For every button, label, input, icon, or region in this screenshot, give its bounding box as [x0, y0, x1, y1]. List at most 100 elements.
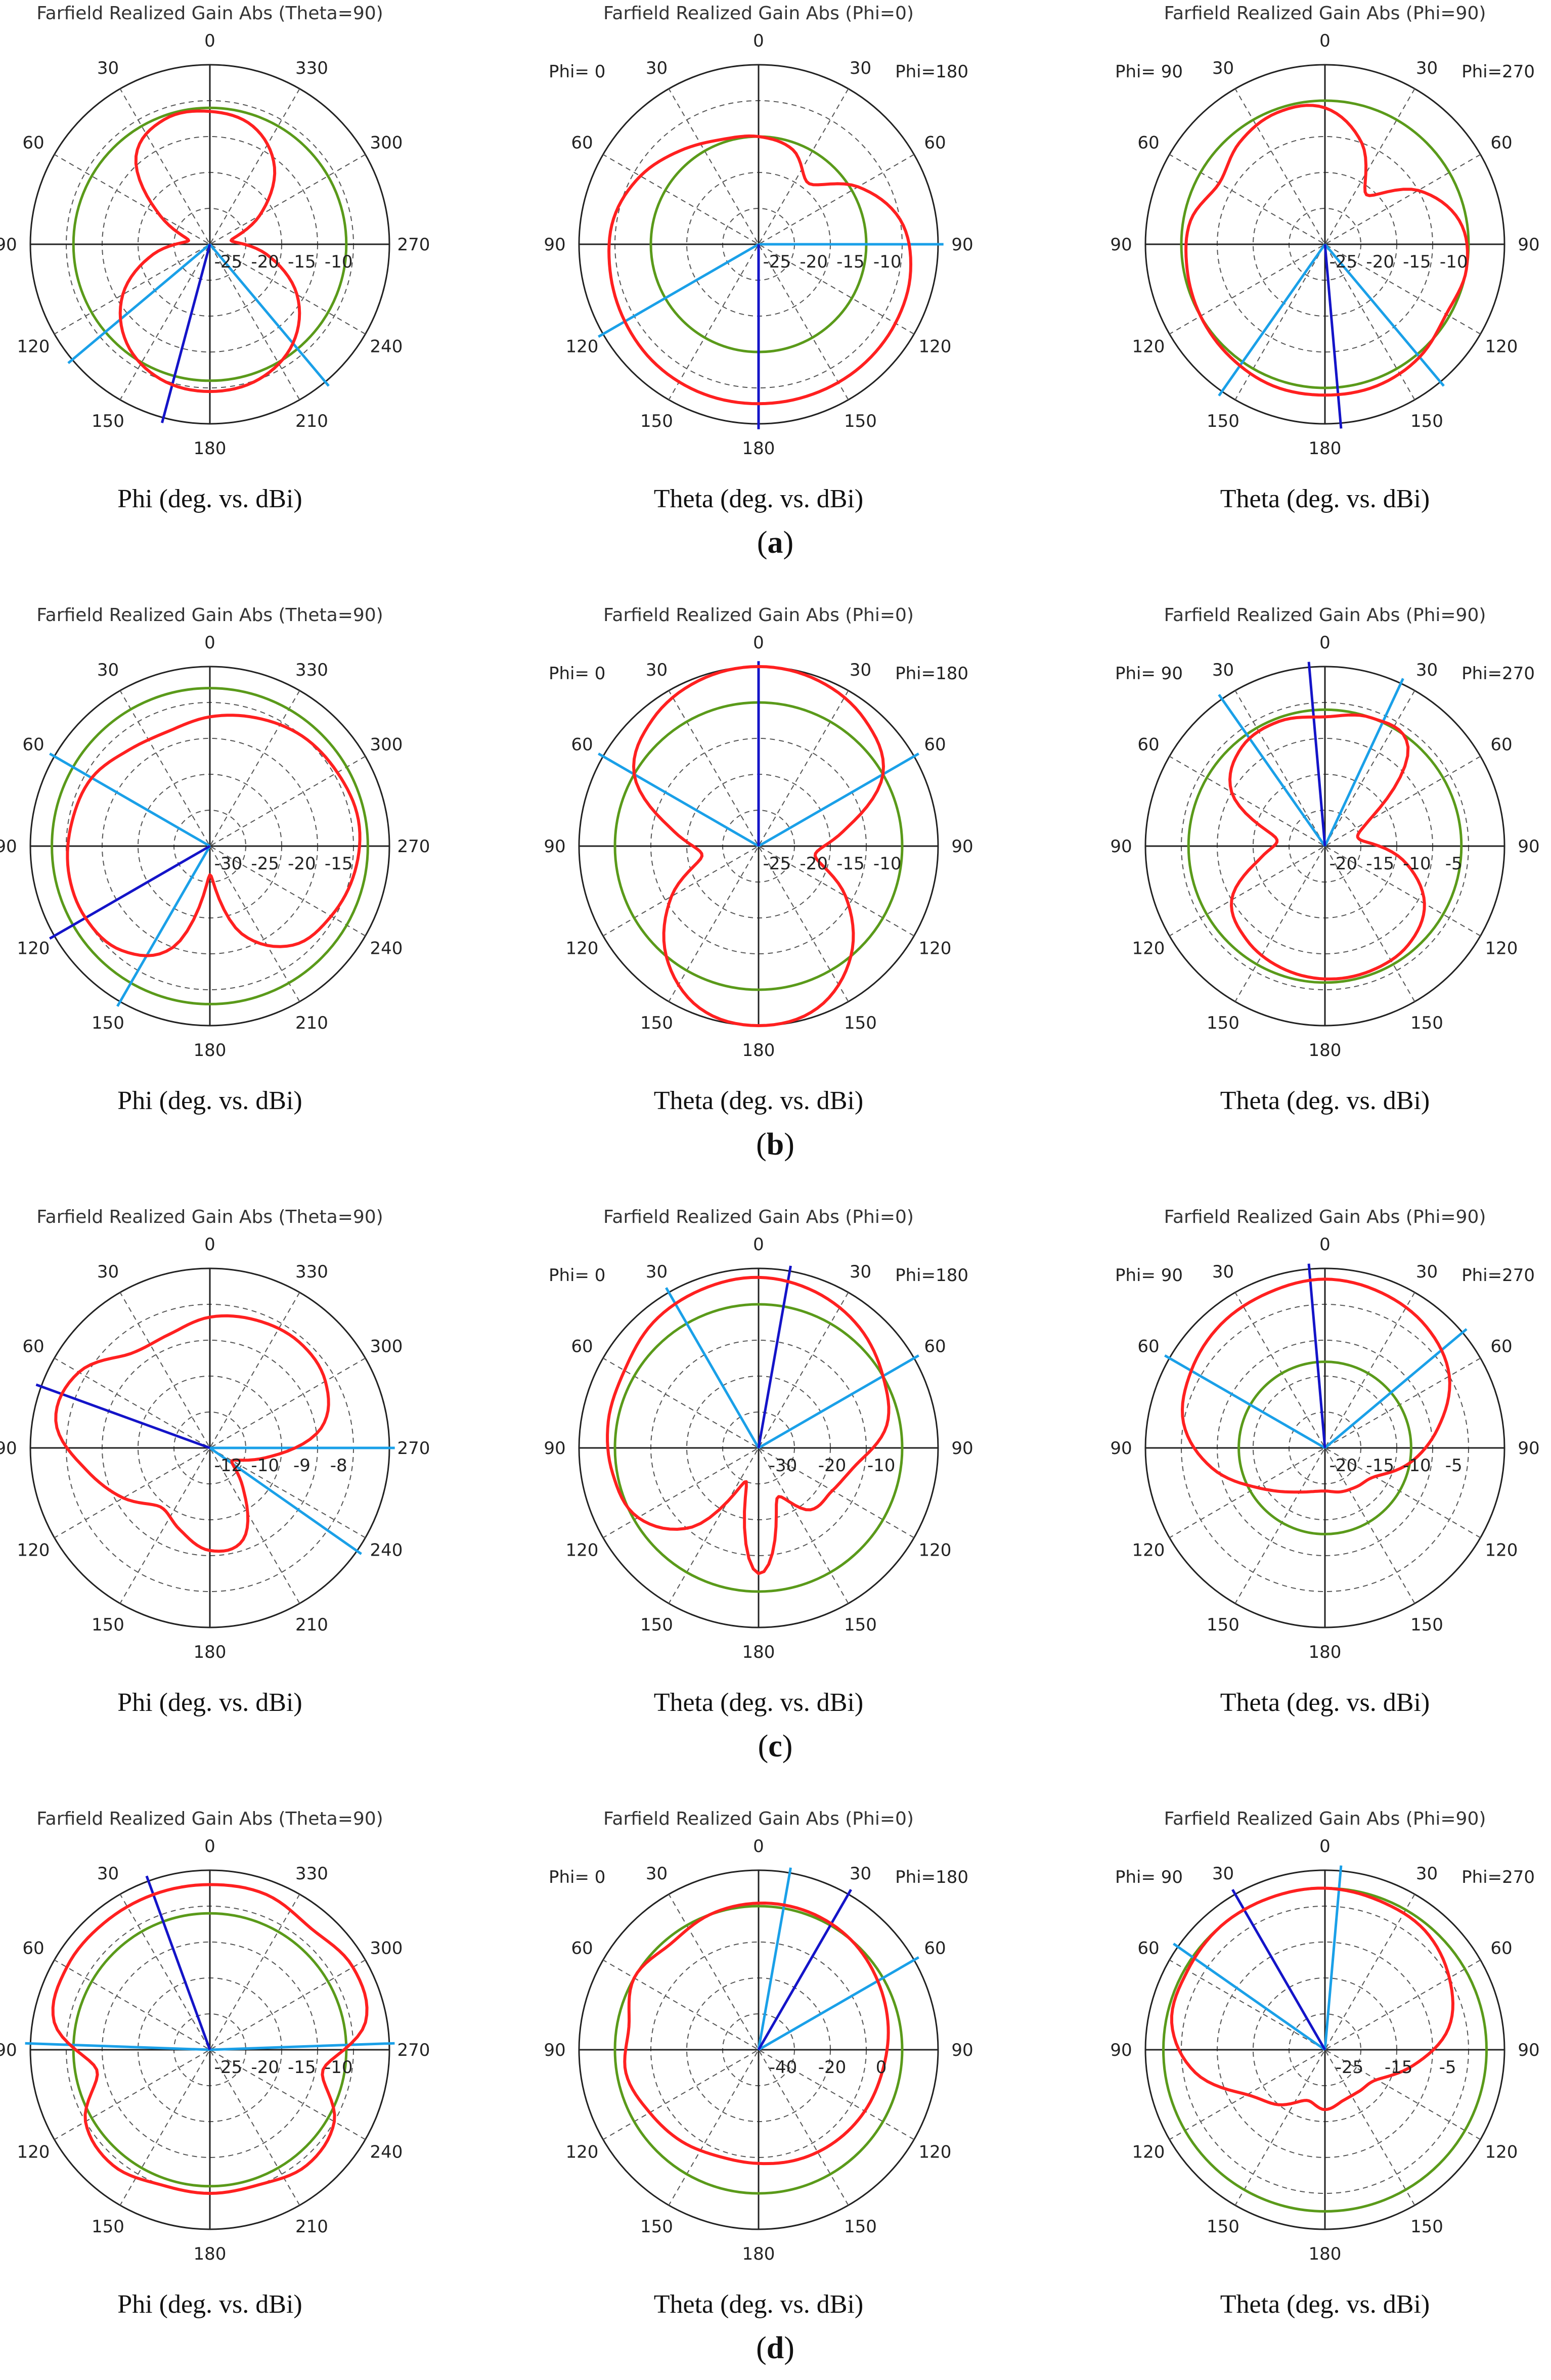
- angle-label: 60: [1490, 133, 1512, 153]
- angle-label: 150: [1410, 1615, 1443, 1635]
- gain-curve: [54, 1314, 330, 1553]
- angle-label: 30: [97, 660, 119, 680]
- angle-label: 150: [1207, 1615, 1239, 1635]
- radial-tick-label: -15: [325, 854, 353, 874]
- radial-tick-label: -5: [1445, 1456, 1463, 1476]
- angle-label: 30: [97, 1262, 119, 1282]
- angle-label: 120: [919, 939, 952, 959]
- angle-label: 210: [295, 2217, 328, 2237]
- axis-caption: Theta (deg. vs. dBi): [654, 2290, 863, 2319]
- angle-label: 90: [1518, 2040, 1539, 2060]
- beamwidth-line: [1173, 1943, 1326, 2051]
- angle-label: 330: [295, 660, 328, 680]
- axis-caption: Phi (deg. vs. dBi): [117, 2290, 302, 2319]
- side-label-left: Phi= 0: [549, 664, 605, 684]
- angle-label: 270: [397, 235, 430, 255]
- radial-tick-label: -20: [1366, 252, 1394, 272]
- radial-tick-label: -10: [1440, 252, 1468, 272]
- side-label-right: Phi=270: [1461, 62, 1535, 82]
- angle-label: 120: [17, 939, 50, 959]
- polar-chart-c-1: Farfield Realized Gain Abs (Theta=90) 0 33…: [0, 1207, 430, 1717]
- angle-label: 150: [1207, 2217, 1239, 2237]
- angle-label: 30: [1212, 660, 1234, 680]
- axis-caption: Theta (deg. vs. dBi): [1220, 2290, 1430, 2319]
- beamwidth-line: [67, 243, 211, 364]
- radial-tick-label: -20: [800, 252, 828, 272]
- angle-label: 330: [295, 58, 328, 78]
- angle-label: 0: [1319, 633, 1331, 653]
- angle-label: 60: [571, 1337, 593, 1357]
- angle-label: 30: [1212, 58, 1234, 78]
- angle-label: 300: [370, 133, 403, 153]
- angle-label: 120: [566, 939, 599, 959]
- main-lobe-line: [145, 1875, 211, 2050]
- angle-label: 60: [924, 1938, 946, 1959]
- radial-tick-label: -10: [325, 252, 353, 272]
- angle-label: 90: [951, 235, 973, 255]
- angle-label: 150: [92, 2217, 124, 2237]
- angle-label: 90: [1110, 1438, 1132, 1459]
- angle-label: 60: [571, 735, 593, 755]
- beamwidth-line: [758, 1956, 919, 2051]
- side-label-left: Phi= 0: [549, 1867, 605, 1887]
- angle-label: 30: [646, 58, 668, 78]
- beamwidth-line: [1218, 694, 1326, 847]
- axis-caption: Theta (deg. vs. dBi): [654, 1688, 863, 1717]
- angle-label: 120: [566, 2142, 599, 2163]
- side-label-left: Phi= 90: [1115, 1265, 1183, 1286]
- radial-tick-label: -15: [1366, 854, 1394, 874]
- beamwidth-line: [25, 2042, 210, 2051]
- angle-label: 120: [1132, 1540, 1165, 1561]
- angle-label: 60: [22, 133, 44, 153]
- gain-curve: [632, 665, 885, 1027]
- gain-curve: [118, 109, 301, 393]
- angle-label: 60: [924, 735, 946, 755]
- angle-label: 0: [753, 31, 764, 51]
- radial-tick-label: -15: [836, 854, 865, 874]
- radial-tick-label: 0: [876, 2057, 887, 2078]
- angle-label: 0: [204, 633, 215, 653]
- angle-label: 120: [1485, 939, 1518, 959]
- radial-tick-label: -20: [800, 854, 828, 874]
- angle-label: 150: [92, 1615, 124, 1635]
- gain-curve: [66, 714, 362, 957]
- angle-label: 150: [640, 2217, 673, 2237]
- chart-title: Farfield Realized Gain Abs (Theta=90): [36, 1207, 383, 1227]
- radial-tick-label: -20: [288, 854, 316, 874]
- radial-tick-label: -12: [214, 1456, 243, 1476]
- chart-title: Farfield Realized Gain Abs (Phi=0): [603, 605, 914, 626]
- angle-label: 180: [194, 1642, 227, 1662]
- chart-title: Farfield Realized Gain Abs (Phi=90): [1164, 3, 1486, 24]
- axis-caption: Theta (deg. vs. dBi): [1220, 1086, 1430, 1115]
- angle-label: 120: [919, 337, 952, 357]
- reference-circle: [1237, 1360, 1412, 1535]
- radial-tick-label: -25: [214, 2057, 243, 2078]
- angle-label: 30: [1416, 1262, 1438, 1282]
- angle-label: 90: [951, 1438, 973, 1459]
- main-lobe-line: [49, 845, 211, 940]
- reference-circle: [613, 1303, 904, 1593]
- radial-tick-label: -20: [818, 2057, 847, 2078]
- angle-label: 180: [742, 1642, 775, 1662]
- angle-label: 150: [640, 1615, 673, 1635]
- angle-label: 180: [194, 1040, 227, 1061]
- angle-label: 60: [1490, 735, 1512, 755]
- angle-label: 150: [1410, 2217, 1443, 2237]
- main-lobe-line: [1307, 1263, 1326, 1448]
- polar-chart-b-2: Farfield Realized Gain Abs (Phi=0) 0 30 60 9…: [544, 605, 973, 1115]
- panel-row-label: (a): [757, 525, 793, 560]
- main-lobe-line: [1323, 244, 1343, 429]
- polar-chart-a-2: Farfield Realized Gain Abs (Phi=0) 0 30 60 9…: [544, 3, 973, 513]
- axis-caption: Phi (deg. vs. dBi): [117, 484, 302, 513]
- radial-tick-label: -15: [288, 252, 316, 272]
- angle-label: 150: [92, 411, 124, 431]
- angle-label: 90: [1110, 235, 1132, 255]
- angle-label: 0: [1319, 1836, 1331, 1857]
- polar-chart-c-3: Farfield Realized Gain Abs (Phi=90) 0 30 60…: [1110, 1207, 1539, 1717]
- side-label-right: Phi=270: [1461, 1265, 1535, 1286]
- angle-label: 150: [640, 411, 673, 431]
- gain-curve: [1228, 713, 1426, 981]
- radial-tick-label: -20: [251, 252, 279, 272]
- angle-label: 240: [370, 1540, 403, 1561]
